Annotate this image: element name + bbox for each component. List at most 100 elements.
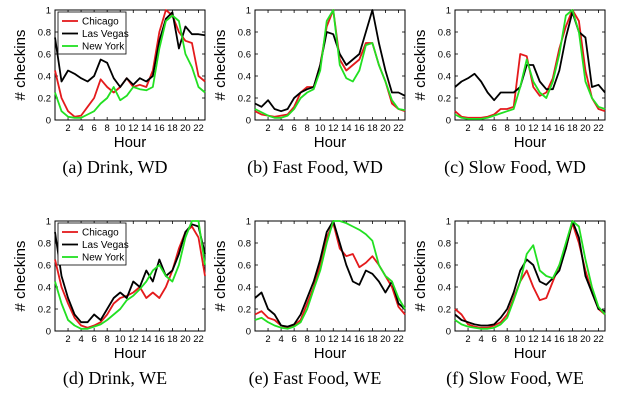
series-line-new-york [454,220,606,330]
x-tick-label: 20 [180,334,191,345]
x-tick-label: 12 [128,334,139,345]
y-tick-label: 0 [246,327,251,338]
y-tick-label: 0.6 [438,261,451,272]
y-tick-label: 0.2 [438,305,451,316]
x-tick-label: 2 [265,123,270,134]
y-tick-label: 1 [246,6,251,17]
x-tick-label: 12 [528,123,539,134]
y-axis-label: # checkins [412,30,429,101]
x-tick-label: 6 [91,334,96,345]
x-tick-label: 6 [291,123,296,134]
x-tick-label: 18 [367,123,378,134]
x-tick-label: 2 [65,123,70,134]
y-tick-label: 0.4 [38,283,51,294]
y-tick-label: 0.2 [38,94,51,105]
x-tick-label: 4 [278,123,283,134]
x-tick-label: 8 [305,334,310,345]
y-tick-label: 0.6 [38,50,51,61]
x-tick-label: 14 [141,123,152,134]
plot-frame [54,9,206,121]
x-tick-label: 18 [167,123,178,134]
y-tick-label: 1 [446,217,451,228]
legend-label-las-vegas: Las Vegas [82,29,129,40]
x-tick-label: 12 [128,123,139,134]
series-line-new-york [54,14,206,119]
y-tick-label: 0.4 [238,283,251,294]
x-axis-label: Hour [314,345,347,362]
x-tick-label: 14 [341,123,352,134]
plot-frame [454,9,606,121]
y-tick-label: 1 [46,217,51,228]
x-tick-label: 6 [491,123,496,134]
y-axis-label: # checkins [12,241,29,312]
legend-label-chicago: Chicago [82,17,119,28]
x-tick-label: 4 [478,334,483,345]
x-tick-label: 16 [154,334,165,345]
x-tick-label: 22 [193,334,204,345]
series-line-las-vegas [254,9,406,113]
panel-caption: (a) Drink, WD [62,157,167,178]
x-tick-label: 18 [567,123,578,134]
series-line-chicago [254,222,406,329]
x-tick-label: 2 [465,123,470,134]
y-tick-label: 0.8 [238,239,251,250]
legend-label-new-york: New York [82,42,125,53]
x-tick-label: 10 [115,334,126,345]
panel-caption: (e) Fast Food, WE [249,368,382,389]
y-tick-label: 0.8 [438,28,451,39]
y-axis-label: # checkins [412,241,429,312]
x-tick-label: 2 [465,334,470,345]
series-line-chicago [54,225,206,329]
y-tick-label: 0 [46,327,51,338]
plot-frame [254,220,406,332]
x-tick-label: 8 [505,123,510,134]
x-tick-label: 12 [328,334,339,345]
series-line-las-vegas [454,220,606,327]
x-tick-label: 18 [167,334,178,345]
series-line-las-vegas [254,220,406,328]
y-tick-label: 0.8 [238,28,251,39]
x-tick-label: 4 [478,123,483,134]
y-tick-label: 1 [246,217,251,228]
x-tick-label: 4 [78,123,83,134]
x-tick-label: 18 [567,334,578,345]
x-tick-label: 2 [265,334,270,345]
y-tick-label: 0.2 [238,94,251,105]
x-tick-label: 4 [78,334,83,345]
series-line-new-york [254,220,406,330]
y-tick-label: 0 [446,116,451,127]
x-tick-label: 6 [491,334,496,345]
x-tick-label: 16 [554,334,565,345]
y-tick-label: 0.4 [238,72,251,83]
panel-caption: (b) Fast Food, WD [247,157,383,178]
y-tick-label: 0.6 [238,261,251,272]
series-line-new-york [454,9,606,120]
y-tick-label: 0 [246,116,251,127]
x-axis-label: Hour [514,345,547,362]
x-tick-label: 12 [328,123,339,134]
x-tick-label: 16 [354,334,365,345]
legend-label-new-york: New York [82,253,125,264]
y-tick-label: 0.4 [38,72,51,83]
plot-frame [454,220,606,332]
series-line-new-york [54,220,206,330]
x-tick-label: 16 [354,123,365,134]
legend-label-chicago: Chicago [82,228,119,239]
x-tick-label: 16 [554,123,565,134]
x-tick-label: 8 [105,334,110,345]
x-tick-label: 8 [505,334,510,345]
y-tick-label: 1 [46,6,51,17]
x-axis-label: Hour [314,134,347,151]
x-tick-label: 14 [341,334,352,345]
y-tick-label: 0.8 [38,239,51,250]
y-tick-label: 0.2 [238,305,251,316]
plot-frame [254,9,406,121]
